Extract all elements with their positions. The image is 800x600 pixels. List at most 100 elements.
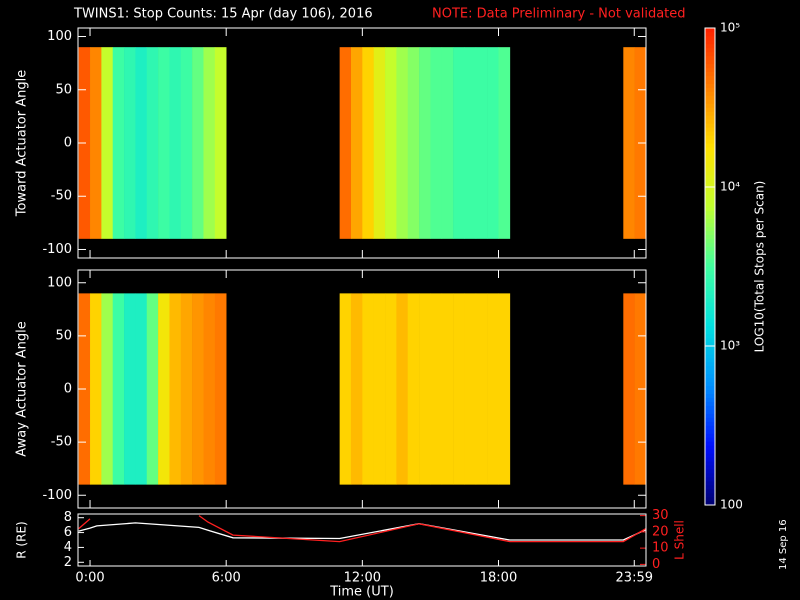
colorbar-swatch <box>705 266 715 271</box>
y-tick-label: -50 <box>51 435 72 450</box>
colorbar-swatch <box>705 460 715 466</box>
heatmap-cell <box>419 47 431 239</box>
colorbar-swatch <box>705 453 715 458</box>
heatmap-cell <box>339 47 352 239</box>
colorbar-swatch <box>705 210 715 216</box>
colorbar-swatch <box>705 131 715 136</box>
heatmap-cell <box>169 293 182 485</box>
heatmap-cell <box>350 47 363 239</box>
colorbar-swatch <box>705 234 715 239</box>
colorbar-swatch <box>705 472 715 478</box>
colorbar-swatch <box>705 488 715 494</box>
heatmap-cell <box>169 47 182 239</box>
colorbar-swatch <box>705 282 715 287</box>
colorbar-swatch <box>705 162 715 168</box>
heatmap-cell <box>385 47 397 239</box>
colorbar-swatch <box>705 401 715 406</box>
colorbar-swatch <box>705 142 715 148</box>
colorbar-swatch <box>705 222 715 228</box>
colorbar-swatch <box>705 59 715 65</box>
heatmap-cell <box>192 293 204 485</box>
colorbar-swatch <box>705 337 715 343</box>
heatmap-cell <box>203 293 216 485</box>
heatmap-cell <box>475 47 488 239</box>
heatmap-cell <box>362 293 374 485</box>
heatmap-cell <box>180 47 193 239</box>
x-tick-label: 0:00 <box>75 571 104 586</box>
colorbar-swatch <box>705 480 715 486</box>
colorbar-swatch <box>705 79 715 84</box>
heatmap-cell <box>124 47 136 239</box>
heatmap-cell <box>407 47 420 239</box>
y-tick-label: 50 <box>55 82 72 97</box>
heatmap-cell <box>430 293 443 485</box>
note: NOTE: Data Preliminary - Not validated <box>432 7 686 22</box>
heatmap-cell <box>407 293 420 485</box>
colorbar-swatch <box>705 413 715 418</box>
heatmap-cell <box>180 293 193 485</box>
colorbar-swatch <box>705 429 715 434</box>
colorbar-swatch <box>705 63 715 69</box>
heatmap-cell <box>453 47 465 239</box>
colorbar-swatch <box>705 417 715 422</box>
colorbar-swatch <box>705 345 715 351</box>
colorbar-swatch <box>705 262 715 267</box>
y-tick-label: 0 <box>64 382 72 397</box>
colorbar-swatch <box>705 238 715 243</box>
heatmap-cell <box>214 47 227 239</box>
colorbar-swatch <box>705 437 715 442</box>
heatmap-cell <box>350 293 363 485</box>
colorbar-swatch <box>705 313 715 319</box>
colorbar-swatch <box>705 67 715 73</box>
y2-tick-label: 0 <box>652 557 660 572</box>
colorbar-swatch <box>705 214 715 220</box>
colorbar-swatch <box>705 170 715 176</box>
colorbar-swatch <box>705 377 715 383</box>
heatmap-cell <box>487 293 499 485</box>
colorbar-swatch <box>705 286 715 291</box>
colorbar-swatch <box>705 139 715 144</box>
heatmap-cell <box>464 293 477 485</box>
heatmap-cell <box>498 293 511 485</box>
colorbar-swatch <box>705 500 715 506</box>
colorbar-swatch <box>705 194 715 200</box>
colorbar-swatch <box>705 75 715 80</box>
colorbar-tick-label: 10⁵ <box>720 21 740 35</box>
x-tick-label: 6:00 <box>212 571 241 586</box>
y-axis-label: R (RE) <box>15 521 29 558</box>
heatmap-cell <box>385 293 397 485</box>
colorbar-swatch <box>705 71 715 76</box>
colorbar-swatch <box>705 357 715 363</box>
x-axis-label: Time (UT) <box>329 585 394 600</box>
panel-frame <box>77 27 647 259</box>
heatmap-cell <box>101 293 114 485</box>
y-tick-label: 0 <box>64 136 72 151</box>
colorbar-swatch <box>705 468 715 474</box>
heatmap-cell <box>419 293 431 485</box>
colorbar-swatch <box>705 484 715 490</box>
colorbar-swatch <box>705 218 715 224</box>
colorbar-swatch <box>705 111 715 116</box>
heatmap-cell <box>124 293 136 485</box>
colorbar-swatch <box>705 230 715 235</box>
colorbar-swatch <box>705 409 715 414</box>
colorbar-swatch <box>705 349 715 355</box>
x-tick-label: 23:59 <box>616 571 653 586</box>
panel-frame <box>77 513 647 567</box>
colorbar-swatch <box>705 389 715 394</box>
heatmap-cell <box>475 293 488 485</box>
colorbar-swatch <box>705 476 715 482</box>
colorbar-swatch <box>705 353 715 359</box>
colorbar-swatch <box>705 43 715 49</box>
colorbar-swatch <box>705 206 715 212</box>
colorbar-swatch <box>705 321 715 327</box>
colorbar-swatch <box>705 294 715 299</box>
colorbar-swatch <box>705 246 715 251</box>
y-tick-label: 100 <box>47 275 72 290</box>
y-axis-label: Toward Actuator Angle <box>15 70 30 217</box>
colorbar-swatch <box>705 115 715 120</box>
colorbar-swatch <box>705 397 715 402</box>
colorbar-swatch <box>705 441 715 446</box>
colorbar-swatch <box>705 35 715 41</box>
